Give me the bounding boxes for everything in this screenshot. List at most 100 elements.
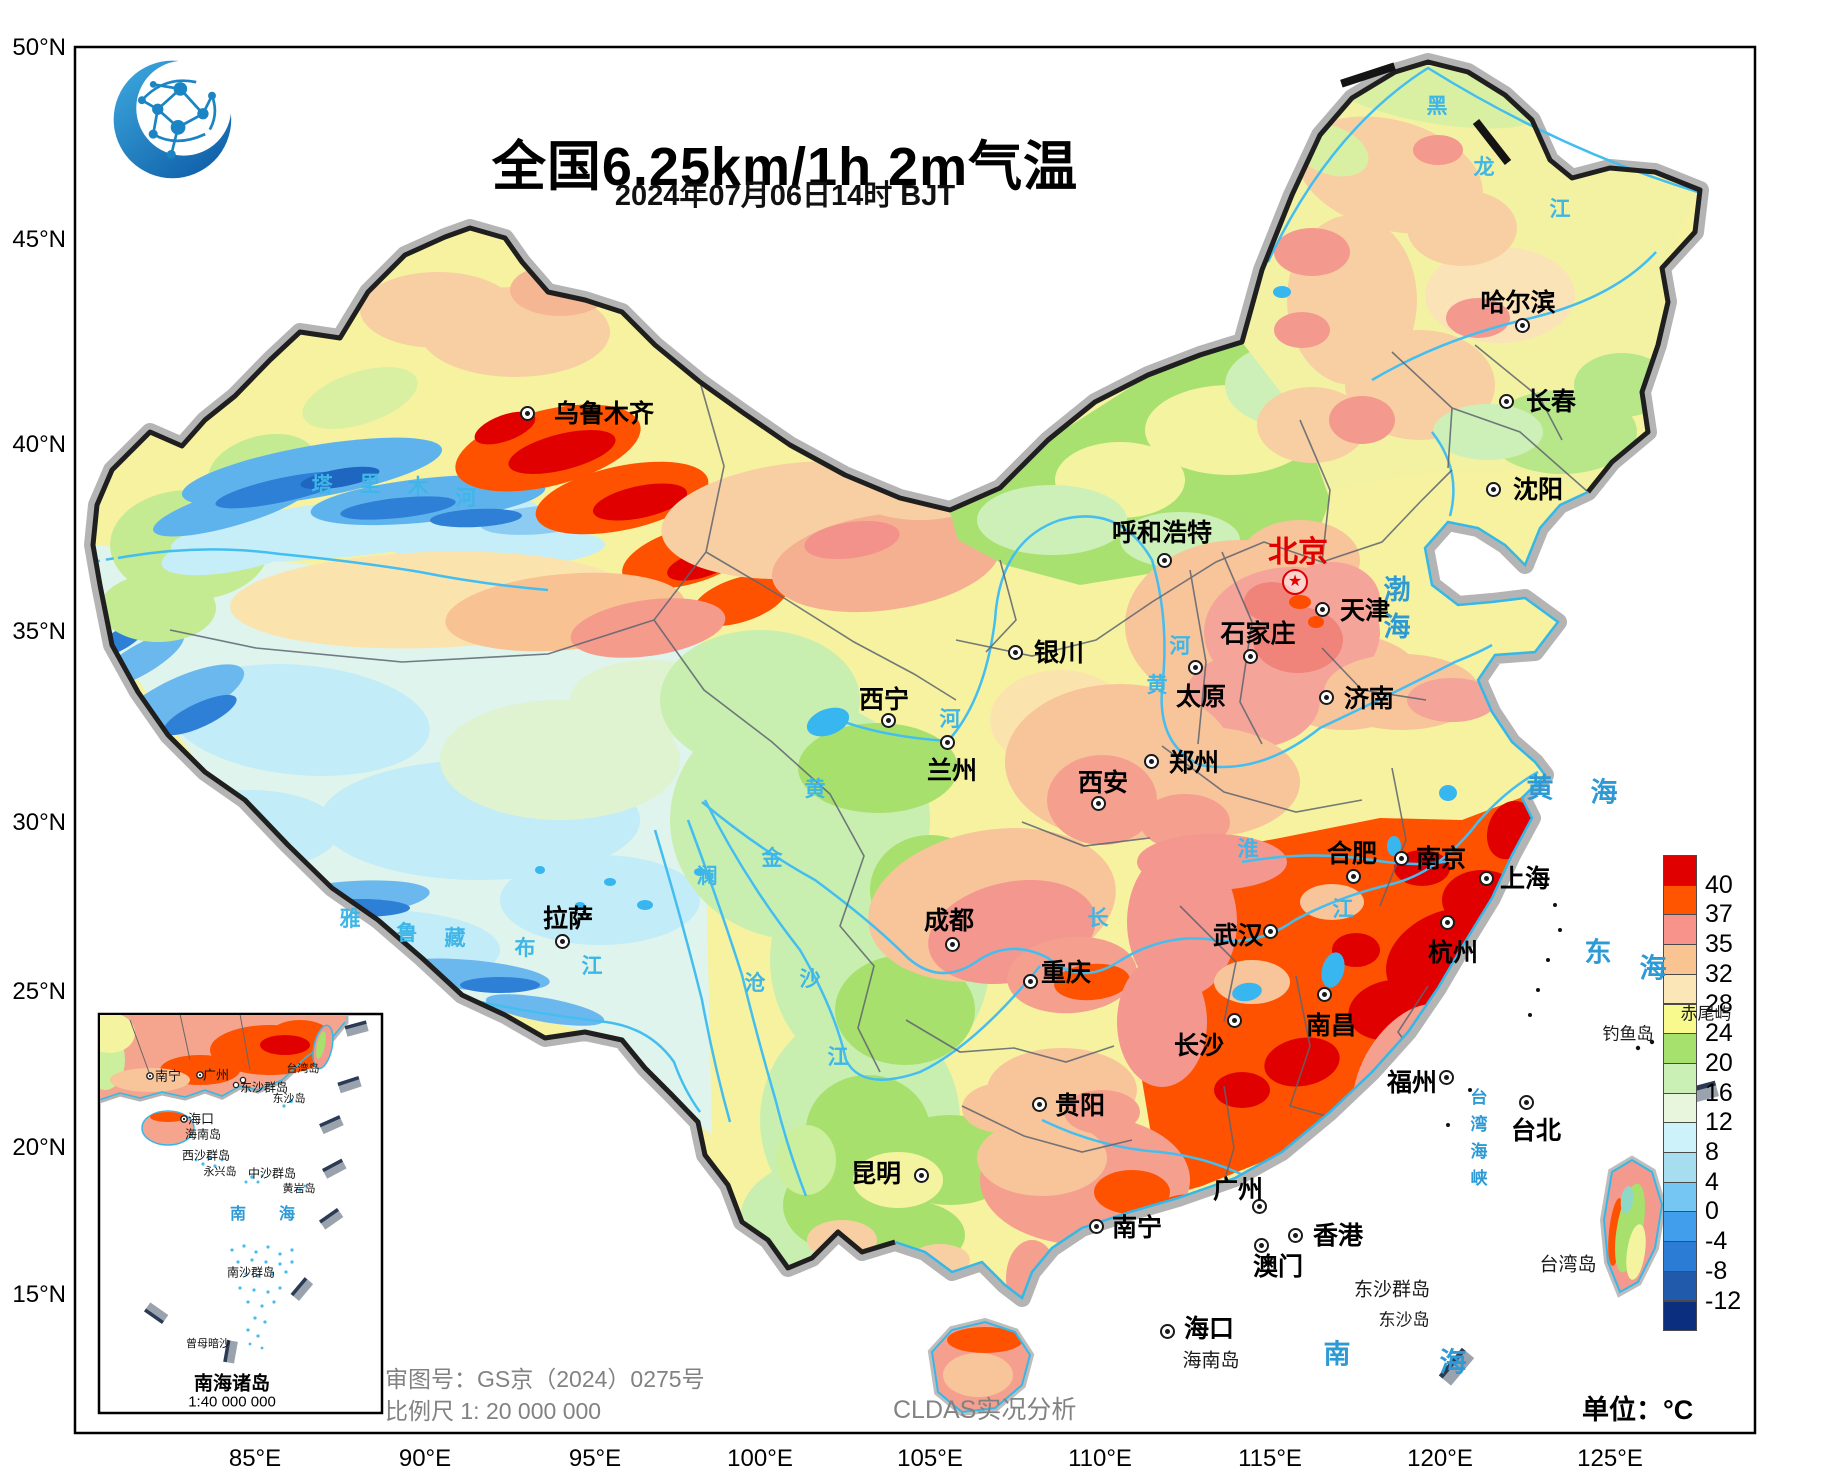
- river-label: 澜: [696, 865, 718, 888]
- river-label: 雅: [339, 908, 361, 931]
- city-label: 南京: [1415, 845, 1467, 873]
- city-label: 上海: [1499, 865, 1551, 893]
- river-label: 河: [455, 487, 477, 510]
- unit-label: 单位：°C: [1582, 1395, 1694, 1425]
- cma-globe-logo: [108, 55, 238, 185]
- river-label: 黄: [1146, 674, 1168, 697]
- sea-label: 渤海: [1379, 575, 1410, 649]
- river-label: 里: [359, 473, 381, 496]
- city-marker-icon: [1032, 1097, 1047, 1112]
- city-label: 西宁: [858, 686, 910, 714]
- lon-axis-tick: 125°E: [1577, 1445, 1643, 1472]
- sea-label: 海: [1639, 953, 1667, 984]
- river-label: 黄: [804, 778, 826, 801]
- rivers: [93, 251, 1657, 1205]
- capital-star-icon: ★: [1282, 569, 1308, 595]
- city-marker-icon: [1346, 869, 1361, 884]
- city-label: 香港: [1312, 1222, 1364, 1250]
- lat-axis-tick: 45°N: [12, 226, 66, 253]
- city-marker-icon: [1091, 796, 1106, 811]
- city-label: 成都: [923, 907, 975, 935]
- lat-axis-tick: 20°N: [12, 1134, 66, 1161]
- data-source-label: CLDAS实况分析: [893, 1396, 1077, 1424]
- sea-label: 海: [1590, 777, 1618, 808]
- river-label: 河: [939, 708, 961, 731]
- city-marker-icon: [1439, 1070, 1454, 1085]
- river-label: 木: [407, 476, 429, 499]
- city-marker-icon: [1479, 871, 1494, 886]
- sea-label: 南: [1323, 1339, 1351, 1370]
- city-label: 西安: [1077, 769, 1129, 797]
- island-label: 钓鱼岛: [1602, 1024, 1654, 1044]
- colorbar-cell: [1663, 855, 1697, 886]
- city-marker-icon: [1499, 394, 1514, 409]
- taiwan-island: [1602, 1158, 1664, 1294]
- lat-axis-tick: 40°N: [12, 431, 66, 458]
- city-label: 银川: [1033, 639, 1085, 667]
- city-marker-icon: [1243, 649, 1258, 664]
- colorbar-tick-label: -4: [1705, 1227, 1728, 1256]
- island-label: 海南岛: [1182, 1350, 1240, 1372]
- city-label: 长沙: [1173, 1032, 1225, 1060]
- city-label: 澳门: [1252, 1253, 1304, 1281]
- colorbar-tick-label: 20: [1705, 1048, 1733, 1077]
- inset-city-markers: [146, 1071, 247, 1123]
- inset-label: 南宁: [154, 1068, 182, 1084]
- city-marker-icon: [1440, 915, 1455, 930]
- river-label: 江: [581, 955, 603, 978]
- colorbar-tick-label: 24: [1705, 1019, 1733, 1048]
- city-marker-icon: [1157, 553, 1172, 568]
- river-label: 布: [514, 937, 536, 960]
- river-label: 鲁: [396, 922, 418, 945]
- map-title: 全国6.25km/1h 2m气温: [491, 137, 1079, 197]
- city-marker-icon: [555, 934, 570, 949]
- city-marker-icon: [1319, 690, 1334, 705]
- colorbar-tick-label: 32: [1705, 959, 1733, 988]
- city-label: 兰州: [926, 757, 978, 785]
- inset-island-dots: [194, 1099, 307, 1350]
- inset-label: 台湾岛: [286, 1063, 320, 1075]
- inset-label: 中沙群岛: [247, 1166, 297, 1181]
- inset-label: 东沙群岛: [239, 1080, 289, 1095]
- city-label: 广州: [1212, 1176, 1264, 1204]
- city-label: 郑州: [1168, 749, 1220, 777]
- city-marker-icon: [1023, 974, 1038, 989]
- map-frame: [73, 45, 1757, 1435]
- city-label: 长春: [1525, 388, 1577, 416]
- city-marker-icon: [1486, 482, 1501, 497]
- river-label: 江: [827, 1046, 849, 1069]
- river-label: 金: [761, 847, 783, 870]
- city-marker-icon: [520, 406, 535, 421]
- city-label: 武汉: [1212, 922, 1264, 950]
- river-label: 藏: [444, 927, 466, 950]
- sea-label: 台湾海峡: [1467, 1088, 1487, 1196]
- inset-label: 东沙岛: [272, 1093, 306, 1105]
- colorbar-tick-label: 0: [1705, 1197, 1719, 1226]
- inset-label: 广州: [202, 1067, 230, 1083]
- city-marker-icon: [1188, 660, 1203, 675]
- colorbar-tick-label: -12: [1705, 1286, 1742, 1315]
- inset-map: [97, 1012, 384, 1415]
- river-label: 长: [1087, 907, 1109, 930]
- river-label: 塔: [311, 474, 333, 497]
- city-marker-icon: [1144, 754, 1159, 769]
- city-label: 哈尔滨: [1480, 289, 1556, 317]
- city-label: 海口: [1183, 1315, 1235, 1343]
- lon-axis-tick: 90°E: [398, 1445, 452, 1472]
- colorbar-tick-label: 16: [1705, 1078, 1733, 1107]
- city-marker-icon: [1394, 851, 1409, 866]
- lon-axis-tick: 95°E: [568, 1445, 622, 1472]
- border-dashes: [1340, 62, 1512, 165]
- review-number: 审图号：GS京（2024）0275号: [385, 1366, 705, 1392]
- river-label: 沙: [799, 968, 821, 991]
- island-label: 赤尾屿: [1680, 1004, 1732, 1024]
- river-label: 龙: [1473, 156, 1495, 179]
- island-label: 东沙群岛: [1353, 1279, 1431, 1301]
- inset-label: 曾母暗沙: [186, 1338, 230, 1350]
- inset-label: 南: [229, 1206, 247, 1223]
- river-label: 沧: [744, 972, 766, 995]
- city-marker-icon: [1317, 987, 1332, 1002]
- city-label: 乌鲁木齐: [553, 400, 655, 428]
- city-marker-icon: [1160, 1324, 1175, 1339]
- inset-label: 海: [278, 1206, 296, 1223]
